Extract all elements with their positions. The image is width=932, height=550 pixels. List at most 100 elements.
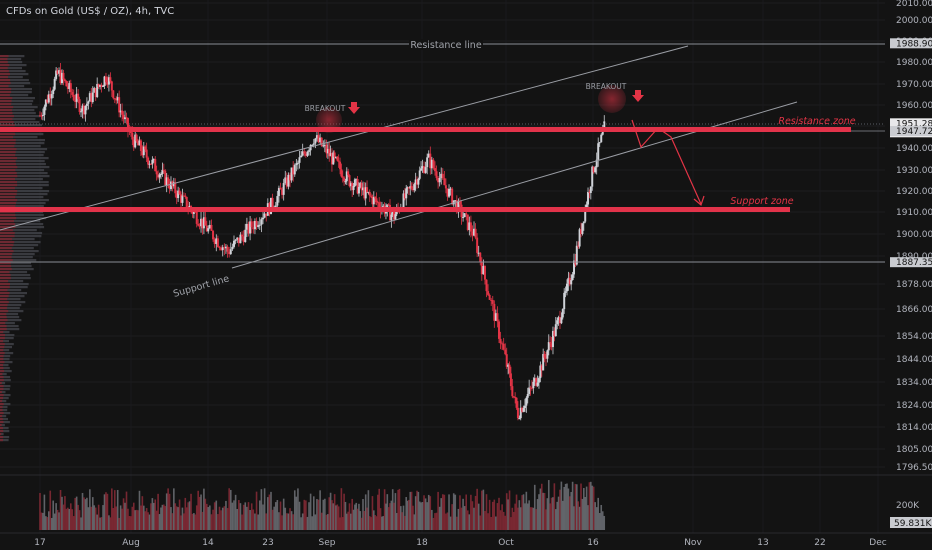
resistance-zone[interactable] [0, 127, 851, 132]
candle-body [329, 153, 332, 157]
candle-body [202, 217, 205, 229]
volume-profile-bar [0, 283, 29, 286]
support-zone-label: Support zone [730, 196, 793, 207]
down-arrow-icon [632, 90, 644, 102]
volume-bar [600, 504, 603, 530]
volume-badge-label: 59.831K [894, 519, 932, 529]
candle-body [80, 111, 83, 113]
volume-profile-bar [0, 427, 3, 430]
volume-bar [218, 506, 221, 530]
time-axis[interactable]: 17 Aug 14 23 Sep 18 Oct 16 Nov 13 22 Dec [34, 538, 886, 548]
grid [0, 2, 885, 468]
volume-bar [552, 497, 554, 530]
candle-body [537, 378, 540, 383]
candle-body [429, 153, 432, 169]
volume-bar [187, 502, 189, 530]
volume-bar [543, 493, 546, 530]
volume-profile-bar [0, 271, 10, 274]
channel-lower-line[interactable] [231, 101, 798, 269]
candle-body [356, 179, 359, 194]
time-tick-label: 13 [757, 538, 768, 548]
volume-bar [322, 499, 325, 530]
volume-bar [476, 488, 478, 530]
candle-body [477, 252, 480, 254]
candle-body [457, 201, 460, 213]
candle-body [367, 191, 370, 193]
volume-bar [127, 508, 129, 530]
volume-bar [244, 502, 247, 530]
volume-bar [507, 499, 509, 530]
volume-profile-bar [0, 232, 15, 235]
volume-profile-bar [0, 169, 16, 172]
volume-profile-bar [0, 406, 8, 409]
volume-bar [89, 489, 91, 530]
candle-body [553, 330, 556, 337]
candle-body [204, 217, 207, 226]
time-tick-label: Sep [319, 538, 336, 548]
candle-body [595, 159, 598, 168]
volume-bar [339, 517, 341, 530]
volume-profile-bar [0, 424, 2, 427]
price-tick-label: 1910.00 [896, 208, 932, 218]
candle-body [551, 330, 554, 348]
candle-body [300, 155, 303, 158]
volume-bar [145, 508, 148, 530]
volume-bar [515, 494, 518, 530]
volume-profile-bar [0, 400, 3, 403]
volume-profile-bar [0, 421, 10, 424]
candle-body [65, 81, 68, 87]
volume-profile-bar [0, 199, 49, 202]
volume-bar [333, 494, 336, 530]
candle-body [106, 82, 109, 85]
volume-bar [201, 511, 204, 530]
volume-profile-bar [0, 124, 42, 127]
volume-profile-bar [0, 115, 40, 118]
volume-profile-bar [0, 361, 13, 364]
time-tick-label: 14 [202, 538, 214, 548]
candle-body [226, 246, 229, 252]
candle-body [90, 93, 93, 103]
volume-profile-bar [0, 379, 4, 382]
volume-bar [386, 494, 389, 530]
channel-upper-line[interactable] [0, 45, 689, 231]
volume-bar [398, 488, 401, 530]
volume-bar [381, 516, 383, 530]
price-axis[interactable]: 2010.002000.001990.001980.001970.001960.… [896, 0, 932, 511]
volume-profile-bar [0, 139, 45, 142]
candle-body [44, 99, 47, 107]
volume-bar [160, 507, 162, 530]
candle-body [424, 167, 427, 173]
volume-bar [290, 511, 293, 530]
volume-bar [225, 500, 227, 530]
candle-body [292, 167, 295, 175]
volume-bar [286, 513, 288, 530]
candle-body [236, 237, 239, 240]
candle-body [201, 218, 204, 229]
volume-bar [204, 498, 207, 530]
volume-profile-bar [0, 397, 9, 400]
candle-body [575, 245, 578, 265]
candle-body [39, 115, 41, 117]
volume-bar [491, 501, 494, 530]
candle-body [508, 364, 511, 374]
support-zone[interactable] [0, 207, 790, 212]
volume-bar [77, 504, 79, 530]
volume-profile-bar [0, 187, 43, 190]
candle-body [258, 224, 261, 226]
volume-bar [282, 498, 285, 530]
volume-profile-bar [0, 214, 44, 217]
candle-body [437, 177, 440, 183]
candle-body [296, 162, 299, 164]
candle-body [200, 218, 203, 227]
volume-profile-bar [0, 163, 46, 166]
volume-bar [367, 490, 370, 530]
volume-bar [193, 513, 195, 530]
volume-profile-bar [0, 376, 4, 379]
volume-bar [560, 481, 563, 530]
candle-body [471, 231, 474, 236]
volume-bar [325, 514, 328, 530]
volume-bar [410, 491, 413, 530]
volume-bar [550, 497, 553, 530]
projection-arrowhead-icon [693, 195, 705, 207]
